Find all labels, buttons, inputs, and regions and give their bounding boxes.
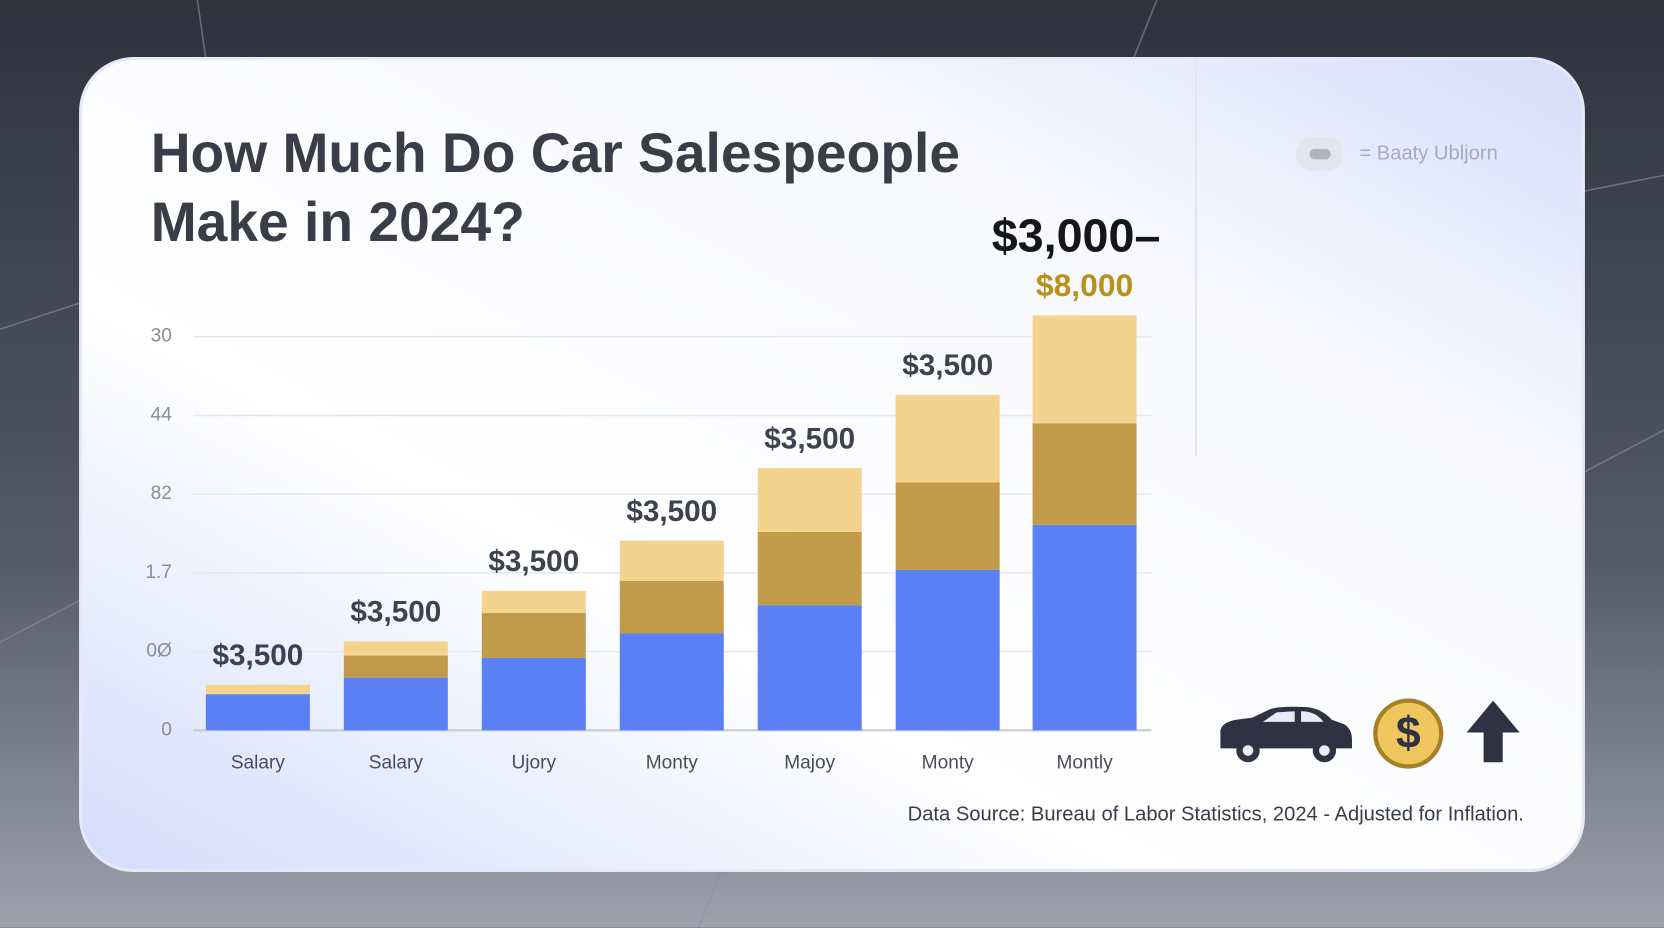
y-tick-label: 0Ø	[146, 641, 172, 662]
bar-segment	[757, 531, 862, 606]
bar-segment	[1032, 423, 1137, 525]
y-tick-label: 44	[151, 404, 173, 425]
bar-segment	[895, 482, 1000, 570]
x-tick-label: Salary	[369, 752, 424, 773]
bar-segment	[757, 468, 862, 532]
bar-label: $3,500	[488, 545, 579, 578]
coin-symbol: $	[1396, 708, 1421, 757]
x-tick-label: Montly	[1056, 752, 1113, 773]
bar-segment	[343, 677, 448, 731]
legend-toggle-knob	[1309, 148, 1331, 160]
bar-segment	[895, 394, 1000, 483]
top-annotation: $3,000–	[992, 209, 1161, 261]
bar-segment	[1032, 315, 1137, 424]
y-tick-label: 82	[151, 483, 172, 504]
bar-segment	[619, 540, 724, 581]
bar-segment	[895, 569, 1000, 731]
bar-label: $3,500	[764, 422, 855, 455]
coin-icon	[1373, 698, 1444, 769]
bar-label: $8,000	[1036, 267, 1133, 303]
x-tick-label: Salary	[231, 752, 286, 773]
bar-segment	[481, 590, 586, 614]
y-tick-label: 30	[151, 326, 172, 347]
bar-segment	[619, 633, 724, 731]
bar-segment	[757, 605, 862, 731]
x-tick-label: Monty	[922, 752, 974, 773]
car-icon	[1220, 706, 1352, 763]
y-tick-label: 1.7	[145, 562, 172, 583]
legend-label: = Baaty Ubljorn	[1359, 142, 1497, 164]
x-tick-label: Monty	[646, 752, 698, 773]
bar-segment	[205, 684, 310, 695]
x-tick-label: Majoy	[784, 752, 835, 773]
y-tick-label: 0	[161, 719, 172, 740]
bar-segment	[481, 613, 586, 658]
bar-segment	[343, 655, 448, 678]
bar-label: $3,500	[902, 349, 993, 382]
bar-segment	[343, 641, 448, 656]
bar-label: $3,500	[626, 495, 717, 528]
chart-title: Make in 2024?	[151, 191, 525, 253]
chart-title: How Much Do Car Salespeople	[151, 122, 960, 184]
bar-label: $3,500	[212, 639, 303, 672]
arrow-icon	[1466, 700, 1520, 763]
bar-label: $3,500	[350, 596, 441, 629]
bar-segment	[205, 694, 310, 731]
bar-segment	[619, 580, 724, 634]
source-note: Data Source: Bureau of Labor Statistics,…	[908, 804, 1524, 826]
card	[79, 57, 1585, 873]
bar-segment	[1032, 524, 1137, 731]
x-tick-label: Ujory	[512, 752, 557, 773]
bar-segment	[481, 657, 586, 731]
